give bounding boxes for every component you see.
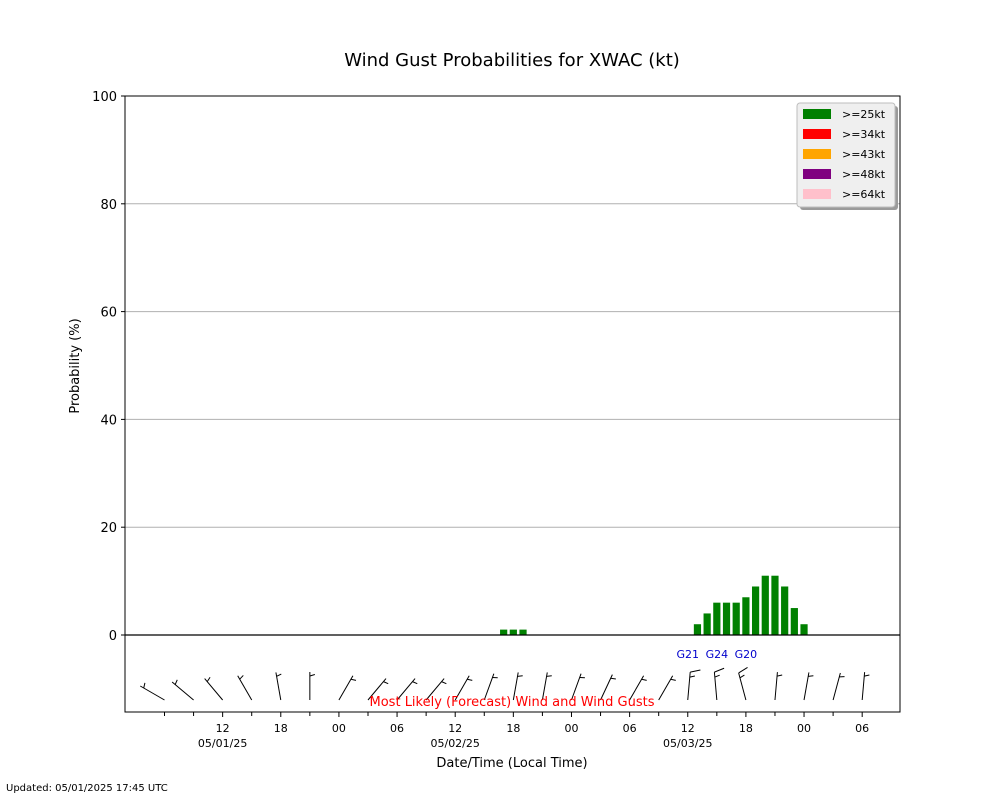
x-tick-label: 06 xyxy=(855,722,869,735)
wind-barb xyxy=(483,673,498,701)
wind-barb xyxy=(774,672,783,701)
wind-barb xyxy=(803,672,814,701)
x-tick-label: 18 xyxy=(506,722,520,735)
wind-barb xyxy=(367,678,389,701)
x-tick-label: 18 xyxy=(274,722,288,735)
wind-barb xyxy=(571,673,585,701)
bar xyxy=(519,629,527,635)
wind-caption: Most Likely (Forecast) Wind and Wind Gus… xyxy=(370,695,655,710)
wind-barb xyxy=(687,669,701,701)
wind-barb xyxy=(600,674,616,701)
bar xyxy=(781,586,789,635)
gust-label: G20 xyxy=(735,648,758,661)
y-tick-label: 20 xyxy=(100,521,117,536)
legend-label: >=43kt xyxy=(842,148,886,161)
x-tick-label: 00 xyxy=(797,722,811,735)
bar xyxy=(693,624,702,635)
bar xyxy=(742,597,750,635)
legend: >=25kt >=34kt >=43kt >=48kt >=64kt xyxy=(796,102,898,210)
x-tick-label: 00 xyxy=(564,722,578,735)
y-tick-label: 40 xyxy=(100,413,117,428)
gust-labels: G21 G24 G20 xyxy=(676,648,757,661)
wind-barb xyxy=(713,667,725,701)
wind-barb xyxy=(338,675,357,701)
y-axis-label: Probability (%) xyxy=(68,318,83,413)
x-tick-label: 06 xyxy=(623,722,637,735)
y-tick-label: 100 xyxy=(92,90,117,105)
x-tick-label: 18 xyxy=(739,722,753,735)
y-tick-label: 0 xyxy=(109,629,117,644)
legend-label: >=48kt xyxy=(842,168,886,181)
bar xyxy=(790,608,798,635)
bar xyxy=(509,629,517,635)
wind-barb xyxy=(275,672,282,701)
legend-swatch xyxy=(803,109,831,119)
bar xyxy=(800,624,808,635)
wind-barb xyxy=(309,672,315,700)
legend-label: >=64kt xyxy=(842,188,886,201)
bar xyxy=(713,602,721,635)
wind-barbs xyxy=(140,667,870,701)
wind-barb xyxy=(832,672,845,701)
bar xyxy=(703,613,711,635)
plot-frame xyxy=(124,95,901,713)
bar xyxy=(722,602,731,635)
gust-label: G21 xyxy=(676,648,699,661)
bar xyxy=(500,629,508,635)
wind-barb xyxy=(454,675,473,701)
wind-barb xyxy=(396,678,418,701)
y-tick-label: 80 xyxy=(100,198,117,213)
wind-barb xyxy=(861,672,870,701)
legend-label: >=25kt xyxy=(842,108,886,121)
wind-barb xyxy=(658,675,676,701)
x-date-label: 05/03/25 xyxy=(663,737,712,750)
legend-swatch xyxy=(803,129,831,139)
x-tick-label: 00 xyxy=(332,722,346,735)
x-date-label: 05/01/25 xyxy=(198,737,247,750)
x-axis-label: Date/Time (Local Time) xyxy=(436,756,587,771)
updated-timestamp: Updated: 05/01/2025 17:45 UTC xyxy=(6,783,168,794)
gust-label: G24 xyxy=(706,648,729,661)
legend-label: >=34kt xyxy=(842,128,886,141)
chart-title: Wind Gust Probabilities for XWAC (kt) xyxy=(344,50,680,71)
wind-barb xyxy=(738,667,748,701)
wind-barb xyxy=(541,672,552,701)
wind-barb xyxy=(204,676,224,701)
x-axis-ticks: 12 05/01/25 18 00 06 12 05/02/25 18 00 06 12 05/03/… xyxy=(164,712,869,750)
x-date-label: 05/02/25 xyxy=(430,737,479,750)
y-tick-label: 60 xyxy=(100,306,117,321)
bar xyxy=(761,575,769,635)
wind-barb xyxy=(425,678,447,701)
wind-barb xyxy=(512,672,523,701)
wind-barb xyxy=(237,675,253,701)
bars xyxy=(500,575,808,635)
legend-swatch xyxy=(803,189,831,199)
bar xyxy=(732,602,740,635)
y-axis-ticks: 0 20 40 60 80 100 xyxy=(92,90,125,644)
bar xyxy=(751,586,760,635)
legend-swatch xyxy=(803,169,831,179)
grid-lines xyxy=(125,95,900,528)
wind-barb xyxy=(140,682,165,701)
legend-swatch xyxy=(803,149,831,159)
x-tick-label: 12 xyxy=(448,722,462,735)
x-tick-label: 12 xyxy=(216,722,230,735)
wind-barb xyxy=(171,679,194,701)
x-tick-label: 12 xyxy=(681,722,695,735)
bar xyxy=(771,575,779,635)
x-tick-label: 06 xyxy=(390,722,404,735)
wind-barb xyxy=(629,675,647,701)
